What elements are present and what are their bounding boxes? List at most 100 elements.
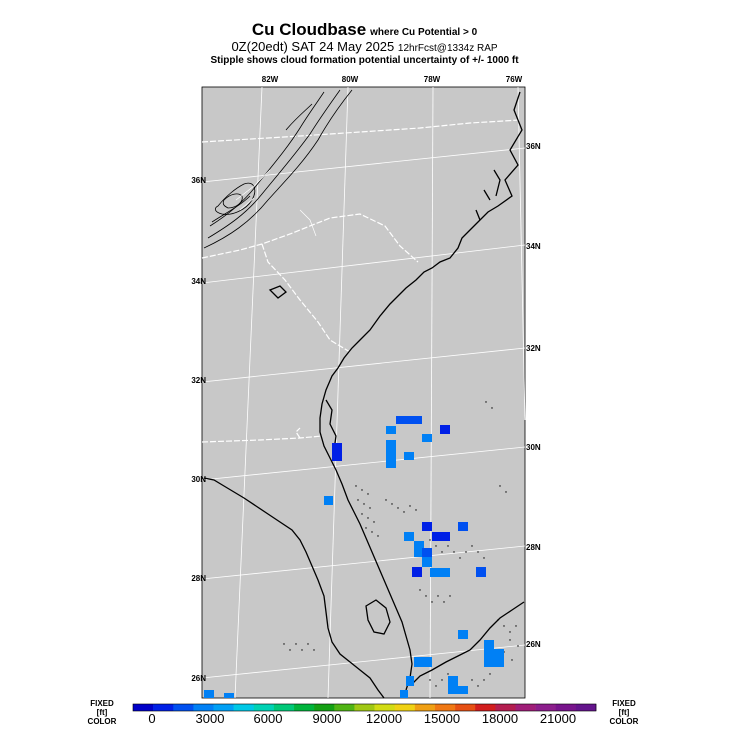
colorbar-tick-label: 0 (148, 711, 156, 726)
colorbar-tick-label: 3000 (195, 711, 225, 726)
stipple-uncertainty (283, 401, 519, 687)
cell (332, 443, 342, 461)
colorbar-tick-label: 9000 (312, 711, 342, 726)
colorbar-swatch (495, 704, 516, 711)
cell (224, 693, 234, 698)
colorbar-outline (132, 703, 597, 712)
cell (440, 425, 450, 434)
lat-label: 26N (526, 640, 541, 649)
lat-label: 36N (191, 176, 206, 185)
colorbar-swatch (253, 704, 275, 711)
cell (324, 496, 333, 505)
cell (422, 434, 432, 442)
lon-label: 78W (424, 75, 441, 84)
map-title: Cu Cloudbase where Cu Potential > 0 (251, 20, 478, 39)
coastline (203, 91, 525, 699)
lat-label: 28N (526, 543, 541, 552)
colorbar-left-label: FIXED [ft] COLOR (87, 699, 117, 726)
map-caption: Stipple shows cloud formation potential … (210, 55, 519, 66)
colorbar-swatch (535, 704, 557, 711)
cell (414, 541, 424, 557)
cell (432, 532, 450, 541)
colorbar-swatch (314, 704, 335, 711)
colorbar-tick-label: 21000 (539, 711, 577, 726)
colorbar-swatch (374, 704, 395, 711)
cell (386, 440, 396, 468)
colorbar-right-label: FIXED [ft] COLOR (609, 699, 639, 726)
cell (422, 557, 432, 567)
colorbar-swatch (394, 704, 416, 711)
parallel-32n (201, 347, 526, 383)
colorbar-swatch (414, 704, 436, 711)
colorbar-swatch (294, 704, 315, 711)
colorbar-swatch (475, 704, 496, 711)
cell (458, 630, 468, 639)
colorbar-tick-label: 15000 (423, 711, 461, 726)
colorbar-tick-label: 12000 (365, 711, 403, 726)
colorbar-swatch (233, 704, 255, 711)
parallel-30n (201, 446, 526, 481)
cell (458, 686, 468, 694)
colorbar-tick-label: 18000 (481, 711, 519, 726)
lon-labels: 82W 80W 78W 76W (262, 75, 523, 84)
map-subtitle: 0Z(20edt) SAT 24 May 2025 12hrFcst@1334z… (231, 39, 498, 54)
colorbar-swatch (273, 704, 295, 711)
colorbar-swatch (354, 704, 375, 711)
colorbar-swatch (455, 704, 476, 711)
lat-label: 32N (191, 376, 206, 385)
cell (406, 676, 414, 686)
colorbar-swatch (173, 704, 194, 711)
cell (414, 657, 432, 667)
colorbar-swatch (555, 704, 577, 711)
cloudbase-cells (204, 416, 504, 698)
colorbar-swatch (515, 704, 536, 711)
cell (458, 522, 468, 531)
lon-label: 80W (342, 75, 359, 84)
cell (484, 640, 494, 649)
cell (476, 567, 486, 577)
colorbar-swatch (153, 704, 174, 711)
cell (400, 690, 408, 698)
cell (404, 532, 414, 541)
meridian-78w (429, 86, 434, 699)
lat-label: 36N (526, 142, 541, 151)
meridian-80w (327, 86, 349, 699)
cell (396, 416, 422, 424)
cell (404, 452, 414, 460)
meridian-82w (234, 86, 263, 699)
colorbar-swatch (193, 704, 214, 711)
lat-label: 32N (526, 344, 541, 353)
colorbar-swatch (575, 704, 597, 711)
parallel-36n (201, 147, 526, 183)
colorbar-swatch (133, 704, 154, 711)
terrain-contours (203, 89, 353, 249)
cell (484, 649, 504, 667)
lon-label: 82W (262, 75, 279, 84)
parallel-34n (201, 244, 526, 284)
lat-label: 30N (191, 475, 206, 484)
lon-label: 76W (506, 75, 523, 84)
cell (422, 522, 432, 531)
graticule (201, 86, 526, 699)
lat-labels-left: 36N 34N 32N 30N 28N 26N (191, 176, 206, 683)
map-frame (201, 86, 526, 699)
lat-label: 30N (526, 443, 541, 452)
lat-labels-right: 36N 34N 32N 30N 28N 26N (526, 142, 541, 649)
cell (204, 690, 214, 698)
cell (412, 567, 422, 577)
cell (430, 568, 450, 577)
lat-label: 34N (191, 277, 206, 286)
colorbar-swatch (213, 704, 234, 711)
colorbar-swatch (434, 704, 456, 711)
parallel-26n (201, 644, 526, 679)
parallel-28n (201, 545, 526, 580)
lat-label: 34N (526, 242, 541, 251)
rivers (235, 169, 317, 237)
lat-label: 28N (191, 574, 206, 583)
colorbar-tick-label: 6000 (253, 711, 283, 726)
state-boundaries (201, 119, 521, 443)
cell (448, 676, 458, 694)
colorbar-swatch (334, 704, 355, 711)
colorbar (132, 703, 597, 712)
